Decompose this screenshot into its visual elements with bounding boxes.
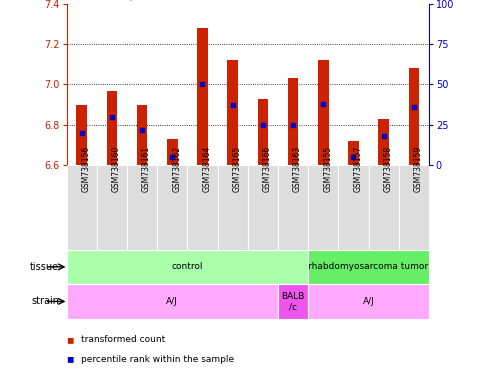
Bar [257,99,268,165]
Bar [76,104,87,165]
Bar [187,165,217,250]
Text: GDS5527 / 4210021: GDS5527 / 4210021 [67,0,193,1]
Text: GSM738158: GSM738158 [384,146,392,192]
Bar [127,165,157,250]
Text: percentile rank within the sample: percentile rank within the sample [81,354,235,364]
Bar [278,165,308,250]
Bar [338,165,368,250]
Bar [197,28,208,165]
Text: rhabdomyosarcoma tumor: rhabdomyosarcoma tumor [309,262,428,271]
Text: GSM738159: GSM738159 [414,146,423,192]
Bar [318,60,328,165]
Text: GSM738162: GSM738162 [172,146,181,192]
Text: control: control [172,262,203,271]
Bar [409,68,419,165]
Text: GSM738165: GSM738165 [233,146,242,192]
Bar [248,165,278,250]
Text: strain: strain [32,296,59,306]
Bar [217,165,247,250]
Text: ◼: ◼ [67,354,74,364]
Bar [368,165,399,250]
Bar [348,141,359,165]
Text: GSM738156: GSM738156 [82,146,91,192]
Text: tissue: tissue [30,262,59,272]
Text: GSM738161: GSM738161 [142,146,151,192]
Bar [67,284,278,319]
Text: GSM738155: GSM738155 [323,146,332,192]
Text: ◼: ◼ [67,335,74,344]
Bar [227,60,238,165]
Bar [378,119,389,165]
Text: transformed count: transformed count [81,335,166,344]
Text: GSM738163: GSM738163 [293,146,302,192]
Text: GSM738157: GSM738157 [353,146,362,192]
Bar [67,165,97,250]
Text: BALB
/c: BALB /c [282,292,305,311]
Bar [308,250,429,284]
Text: GSM738160: GSM738160 [112,146,121,192]
Bar [167,139,177,165]
Bar [97,165,127,250]
Text: GSM738166: GSM738166 [263,146,272,192]
Bar [106,91,117,165]
Bar [137,104,147,165]
Bar [308,165,338,250]
Text: GSM738164: GSM738164 [203,146,211,192]
Text: A/J: A/J [166,297,178,306]
Bar [157,165,187,250]
Bar [399,165,429,250]
Text: A/J: A/J [363,297,374,306]
Bar [278,284,308,319]
Bar [308,284,429,319]
Bar [67,250,308,284]
Bar [288,78,298,165]
